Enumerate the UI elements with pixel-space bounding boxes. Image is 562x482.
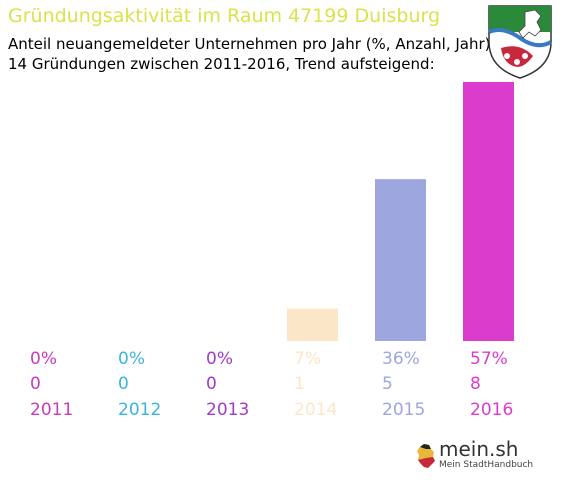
chart-summary: 14 Gründungen zwischen 2011-2016, Trend … — [8, 55, 435, 73]
bar-2016 — [463, 82, 514, 341]
count-label-2011: 0 — [30, 374, 41, 394]
count-label-2012: 0 — [118, 374, 129, 394]
year-label-2016: 2016 — [470, 400, 513, 420]
nrw-coat-of-arms-icon — [488, 5, 552, 79]
chart-subtitle: Anteil neuangemeldeter Unternehmen pro J… — [8, 35, 491, 53]
logo-tagline: Mein StadtHandbuch — [439, 460, 534, 470]
percent-label-2012: 0% — [118, 349, 145, 369]
year-label-2011: 2011 — [30, 400, 73, 420]
percent-label-2011: 0% — [30, 349, 57, 369]
count-label-2015: 5 — [382, 374, 393, 394]
percent-label-2016: 57% — [470, 349, 508, 369]
percent-label-2013: 0% — [206, 349, 233, 369]
year-label-2012: 2012 — [118, 400, 161, 420]
year-label-2015: 2015 — [382, 400, 425, 420]
logo: mein.sh Mein StadtHandbuch — [414, 437, 533, 475]
plot-area: 0% 0 2011 0% 0 2012 0% 0 2013 7% 1 2014 36% 5 2015 57% 8… — [30, 82, 514, 420]
count-label-2016: 8 — [470, 374, 481, 394]
percent-label-2015: 36% — [382, 349, 420, 369]
year-label-2014: 2014 — [294, 400, 337, 420]
bar-2014 — [287, 308, 338, 341]
bar-2015 — [375, 179, 426, 341]
count-label-2013: 0 — [206, 374, 217, 394]
percent-label-2014: 7% — [294, 349, 321, 369]
year-label-2013: 2013 — [206, 400, 249, 420]
count-label-2014: 1 — [294, 374, 305, 394]
germany-map-icon — [417, 444, 435, 468]
chart-title: Gründungsaktivität im Raum 47199 Duisbur… — [8, 5, 441, 27]
logo-wordmark: mein.sh — [439, 437, 519, 461]
